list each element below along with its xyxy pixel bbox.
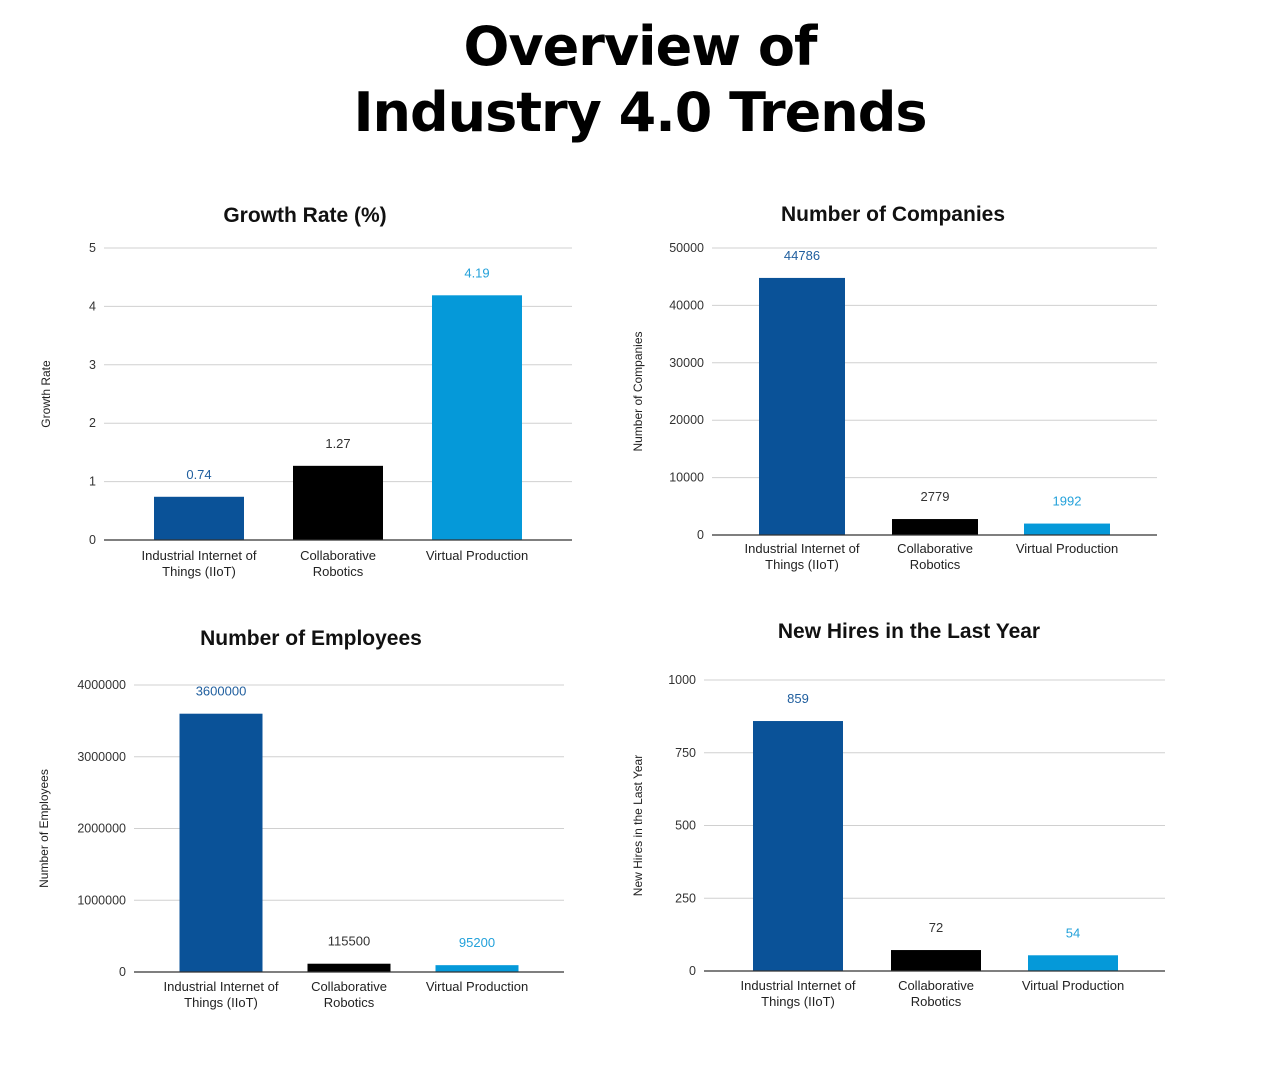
y-tick-label: 4 [89, 299, 96, 313]
y-axis-label: New Hires in the Last Year [631, 755, 645, 896]
y-tick-label: 2000000 [77, 822, 126, 836]
growth-rate-chart: Growth Rate (%) 0 1 2 3 4 5 Growth Rate 0.74 1.27… [39, 204, 572, 579]
bar-virtual-production [1024, 523, 1110, 535]
chart-title: Number of Employees [200, 627, 422, 650]
y-tick-label: 1 [89, 475, 96, 489]
y-tick-label: 0 [697, 528, 704, 542]
page-title-line-2: Industry 4.0 Trends [353, 81, 927, 144]
data-label-iiot: 859 [787, 691, 809, 706]
x-tick-label-iiot: Industrial Internet of Things (IIoT) [745, 541, 860, 572]
x-tick-label-collaborative-robotics: Collaborative Robotics [300, 548, 376, 579]
x-tick-label-iiot: Industrial Internet of Things (IIoT) [164, 979, 279, 1010]
data-label-virtual-production: 1992 [1053, 494, 1082, 509]
y-tick-label: 0 [89, 533, 96, 547]
y-tick-label: 500 [675, 819, 696, 833]
chart-title: New Hires in the Last Year [778, 620, 1040, 643]
y-tick-label: 750 [675, 746, 696, 760]
page-title-line-1: Overview of [463, 15, 818, 78]
x-tick-label-iiot: Industrial Internet of Things (IIoT) [741, 978, 856, 1009]
data-label-collaborative-robotics: 2779 [921, 489, 950, 504]
y-tick-label: 1000 [668, 673, 696, 687]
y-tick-label: 1000000 [77, 893, 126, 907]
bar-collaborative-robotics [891, 950, 981, 971]
bar-iiot [759, 277, 845, 535]
data-label-collaborative-robotics: 72 [929, 920, 943, 935]
data-label-collaborative-robotics: 115500 [328, 934, 370, 949]
data-label-collaborative-robotics: 1.27 [325, 436, 350, 451]
number-of-employees-chart: Number of Employees 0 1000000 2000000 300000… [37, 627, 564, 1010]
data-label-iiot: 3600000 [196, 684, 247, 699]
y-tick-label: 2 [89, 416, 96, 430]
bar-iiot [154, 496, 244, 540]
x-tick-label-collaborative-robotics: Collaborative Robotics [898, 978, 974, 1009]
data-label-virtual-production: 95200 [459, 935, 495, 950]
y-tick-label: 0 [119, 965, 126, 979]
new-hires-chart: New Hires in the Last Year 0 250 500 750 1000… [631, 620, 1165, 1009]
y-tick-label: 4000000 [77, 678, 126, 692]
y-tick-label: 20000 [669, 413, 704, 427]
y-tick-label: 50000 [669, 241, 704, 255]
page-title: Overview of Industry 4.0 Trends [0, 14, 1280, 146]
y-axis-label: Growth Rate [39, 360, 53, 428]
y-tick-label: 0 [689, 964, 696, 978]
data-label-iiot: 0.74 [186, 467, 211, 482]
data-label-virtual-production: 54 [1066, 925, 1080, 940]
y-tick-label: 250 [675, 891, 696, 905]
data-label-virtual-production: 4.19 [464, 265, 489, 280]
x-tick-label-virtual-production: Virtual Production [1022, 978, 1124, 993]
x-tick-label-collaborative-robotics: Collaborative Robotics [897, 541, 973, 572]
x-tick-label-virtual-production: Virtual Production [426, 548, 528, 563]
bar-iiot [753, 721, 843, 971]
bar-iiot [179, 713, 263, 972]
x-tick-label-collaborative-robotics: Collaborative Robotics [311, 979, 387, 1010]
y-axis-label: Number of Companies [631, 331, 645, 451]
chart-title: Growth Rate (%) [223, 204, 386, 227]
bar-collaborative-robotics [892, 519, 978, 535]
x-tick-label-iiot: Industrial Internet of Things (IIoT) [142, 548, 257, 579]
bar-collaborative-robotics [293, 465, 383, 540]
bar-virtual-production [435, 965, 519, 972]
y-tick-label: 30000 [669, 356, 704, 370]
y-tick-label: 5 [89, 241, 96, 255]
x-tick-label-virtual-production: Virtual Production [426, 979, 528, 994]
number-of-companies-chart: Number of Companies 0 10000 20000 30000 40000… [631, 203, 1157, 572]
y-tick-label: 3000000 [77, 750, 126, 764]
bar-virtual-production [432, 295, 522, 540]
y-tick-label: 40000 [669, 298, 704, 312]
bar-collaborative-robotics [307, 963, 391, 972]
y-axis-label: Number of Employees [37, 769, 51, 888]
bar-virtual-production [1028, 955, 1118, 971]
chart-title: Number of Companies [781, 203, 1005, 226]
y-tick-label: 10000 [669, 471, 704, 485]
y-tick-label: 3 [89, 358, 96, 372]
data-label-iiot: 44786 [784, 248, 820, 263]
x-tick-label-virtual-production: Virtual Production [1016, 541, 1118, 556]
